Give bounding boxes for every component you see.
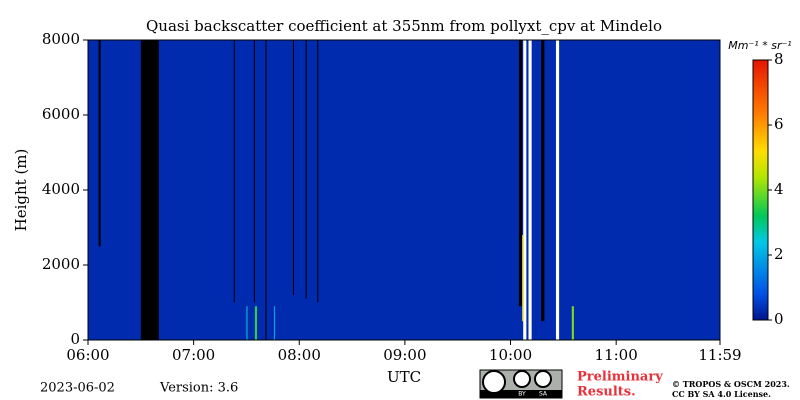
x-axis-label: UTC: [387, 368, 421, 386]
masked-region: [253, 40, 255, 303]
no-data-region: [528, 40, 532, 340]
colorbar-label: Mm⁻¹ * sr⁻¹: [728, 39, 791, 52]
colorbar-tick-label: 4: [774, 180, 784, 198]
x-tick-label: 06:00: [66, 346, 109, 364]
license-line: CC BY SA 4.0 License.: [672, 389, 771, 399]
x-tick-label: 11:00: [595, 346, 638, 364]
field: [88, 40, 720, 340]
cc-icon: [482, 370, 506, 394]
date: 2023-06-02: [40, 381, 115, 396]
peak: [571, 306, 574, 340]
colorbar-tick-label: 8: [774, 50, 784, 68]
colorbar: [752, 59, 769, 321]
sa-icon: [534, 370, 552, 388]
masked-region: [292, 40, 294, 295]
masked-region: [233, 40, 235, 303]
badge-strip: [480, 390, 562, 398]
peak: [522, 235, 524, 322]
no-data-region: [555, 40, 560, 340]
peak: [254, 306, 258, 340]
y-tick-label: 2000: [42, 255, 80, 273]
masked-region: [98, 40, 101, 247]
badge-sa: SA: [539, 391, 548, 398]
x-tick-label: 10:00: [489, 346, 532, 364]
peak: [246, 306, 248, 340]
y-tick-label: 6000: [42, 105, 80, 123]
colorbar-tick-label: 2: [774, 245, 784, 263]
by-icon: [513, 370, 531, 388]
masked-region: [317, 40, 319, 303]
license-line: © TROPOS & OSCM 2023.: [672, 379, 790, 389]
colorbar-tick-label: 6: [774, 115, 784, 133]
status-line: Preliminary: [577, 370, 663, 385]
chart-title: Quasi backscatter coefficient at 355nm f…: [146, 17, 662, 35]
x-tick-label: 11:59: [698, 346, 741, 364]
badge-by: BY: [518, 391, 526, 398]
x-tick-label: 07:00: [172, 346, 215, 364]
masked-region: [518, 40, 523, 307]
y-tick-label: 4000: [42, 180, 80, 198]
no-data-region: [523, 40, 527, 340]
y-tick-label: 8000: [42, 30, 80, 48]
x-tick-label: 08:00: [278, 346, 321, 364]
peak: [273, 306, 275, 340]
masked-region: [265, 40, 267, 340]
status-line: Results.: [577, 385, 636, 400]
masked-region: [305, 40, 307, 299]
masked-region: [541, 40, 545, 322]
x-tick-label: 09:00: [383, 346, 426, 364]
version: Version: 3.6: [159, 381, 238, 396]
cc-badge: BY SA: [479, 369, 563, 399]
masked-region: [140, 40, 159, 340]
colorbar-tick-label: 0: [774, 310, 784, 328]
y-axis-label: Height (m): [12, 149, 30, 232]
y-tick-label: 0: [70, 330, 80, 348]
